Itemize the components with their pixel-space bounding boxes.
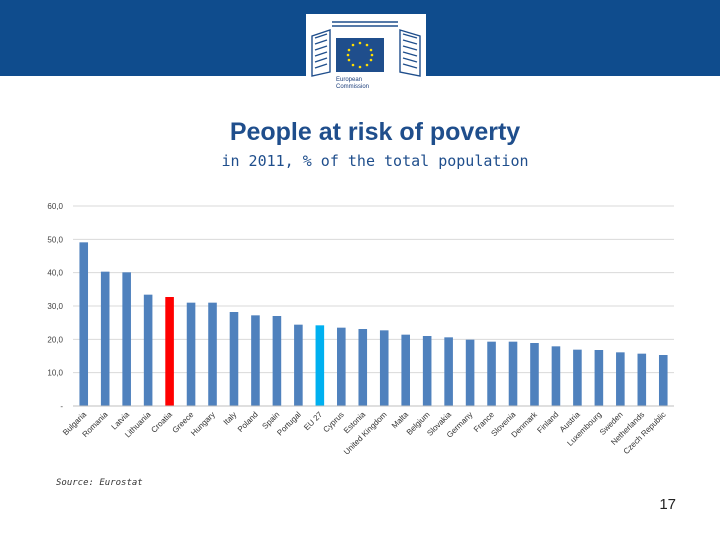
bar-finland (551, 346, 561, 406)
x-tick-label: Italy (222, 410, 239, 427)
x-tick-label: Cyprus (321, 410, 345, 434)
chart-subtitle: in 2011, % of the total population (221, 152, 529, 170)
chart-title: People at risk of poverty (229, 118, 521, 146)
x-tick-label: Hungary (189, 410, 217, 438)
source-note: Source: Eurostat (56, 478, 143, 488)
bar-croatia (165, 297, 174, 406)
bar-denmark (530, 343, 539, 406)
x-tick-label: Poland (236, 410, 260, 434)
bar-poland (251, 315, 260, 406)
bar-bulgaria (79, 242, 89, 406)
bar-chart: - 10,0 20,0 30,0 40,0 50,0 60,0 BulgariaRomani… (47, 202, 674, 457)
bar-estonia (358, 329, 368, 406)
logo-text-line1: European (336, 77, 363, 83)
bar-eu-27 (315, 325, 325, 406)
gridlines (73, 205, 674, 374)
bar-belgium (422, 336, 432, 406)
x-tick-label: Portugal (275, 410, 303, 438)
bar-malta (401, 334, 410, 406)
logo-text: European Commission (336, 77, 386, 91)
bar-portugal (294, 324, 303, 406)
bar-spain (272, 316, 282, 406)
bar-lithuania (143, 294, 153, 406)
y-tick-label: 30,0 (47, 302, 63, 311)
european-commission-logo-icon (306, 14, 426, 98)
y-tick-label: 50,0 (47, 235, 63, 244)
x-tick-label: Finland (535, 410, 560, 435)
bar-slovenia (508, 341, 518, 406)
bar-netherlands (637, 353, 647, 406)
bar-italy (229, 312, 239, 406)
bar-czech-republic (658, 355, 668, 406)
bar-germany (465, 339, 475, 406)
logo-text-line2: Commission (336, 84, 370, 90)
x-tick-label: Croatia (149, 410, 174, 435)
bar-cyprus (337, 327, 346, 406)
bar-slovakia (444, 337, 453, 406)
bar-united-kingdom (379, 330, 389, 406)
page-number: 17 (659, 496, 676, 513)
bar-austria (573, 349, 582, 406)
bar-hungary (208, 302, 217, 406)
y-tick-label: 40,0 (47, 269, 63, 278)
y-axis-ticks: - 10,0 20,0 30,0 40,0 50,0 60,0 (47, 202, 63, 411)
y-tick-label: 60,0 (47, 202, 63, 211)
bar-luxembourg (594, 350, 604, 406)
bar-latvia (122, 272, 131, 406)
bars (79, 242, 668, 406)
y-tick-label: 20,0 (47, 335, 63, 344)
y-tick-label: - (60, 402, 63, 411)
bar-romania (100, 271, 110, 406)
bar-sweden (616, 352, 625, 406)
bar-france (487, 341, 496, 406)
bar-greece (186, 302, 196, 406)
y-tick-label: 10,0 (47, 369, 63, 378)
